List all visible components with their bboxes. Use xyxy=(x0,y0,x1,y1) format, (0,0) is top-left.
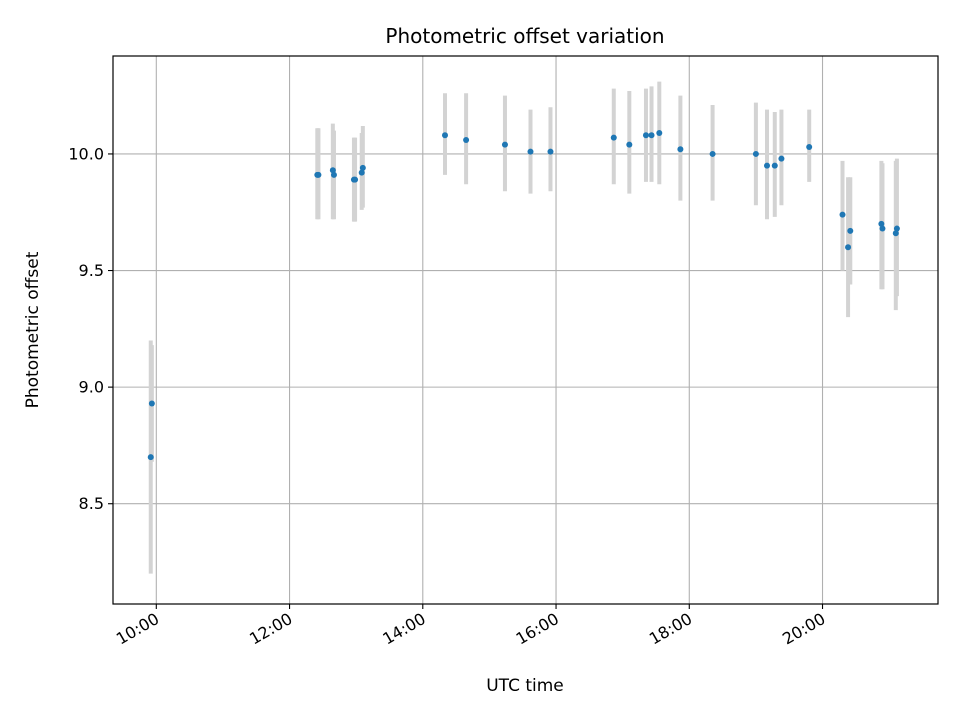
data-point xyxy=(359,164,366,171)
data-point xyxy=(352,176,359,183)
data-point xyxy=(752,150,759,157)
data-point xyxy=(709,150,716,157)
x-tick-label: 16:00 xyxy=(513,609,562,649)
data-points xyxy=(147,129,900,461)
data-point xyxy=(847,227,854,234)
data-point xyxy=(892,230,899,237)
data-point xyxy=(148,400,155,407)
error-bars xyxy=(148,81,899,574)
data-point xyxy=(648,132,655,139)
x-axis: 10:00 12:00 14:00 16:00 18:00 20:00 xyxy=(113,604,829,649)
data-point xyxy=(329,167,336,174)
plot-area xyxy=(112,55,939,605)
data-point xyxy=(893,225,900,232)
data-point xyxy=(315,171,322,178)
data-point xyxy=(642,132,649,139)
x-tick-label: 20:00 xyxy=(779,609,828,649)
data-point xyxy=(677,146,684,153)
x-tick-label: 14:00 xyxy=(379,609,428,649)
y-tick-label: 8.5 xyxy=(79,494,104,513)
data-point xyxy=(806,143,813,150)
data-point xyxy=(463,136,470,143)
y-axis-label: Photometric offset xyxy=(23,251,43,408)
data-point xyxy=(656,129,663,136)
data-point xyxy=(147,454,154,461)
x-tick-label: 12:00 xyxy=(246,609,295,649)
x-tick-label: 18:00 xyxy=(646,609,695,649)
data-point xyxy=(626,141,633,148)
data-point xyxy=(845,244,852,251)
grid-lines xyxy=(113,56,938,604)
data-point xyxy=(778,155,785,162)
data-point xyxy=(839,211,846,218)
data-point xyxy=(527,148,534,155)
data-point xyxy=(358,169,365,176)
y-tick-label: 10.0 xyxy=(68,144,104,163)
y-axis: 8.5 9.0 9.5 10.0 xyxy=(68,144,113,513)
chart-title: Photometric offset variation xyxy=(385,24,664,48)
data-point xyxy=(441,132,448,139)
data-point xyxy=(610,134,617,141)
data-point xyxy=(879,225,886,232)
data-point xyxy=(501,141,508,148)
data-point xyxy=(547,148,554,155)
data-point xyxy=(771,162,778,169)
x-axis-label: UTC time xyxy=(486,676,564,696)
y-tick-label: 9.0 xyxy=(79,378,104,397)
data-point xyxy=(330,171,337,178)
y-tick-label: 9.5 xyxy=(79,261,104,280)
data-point xyxy=(764,162,771,169)
data-point xyxy=(878,220,885,227)
x-tick-label: 10:00 xyxy=(113,609,162,649)
